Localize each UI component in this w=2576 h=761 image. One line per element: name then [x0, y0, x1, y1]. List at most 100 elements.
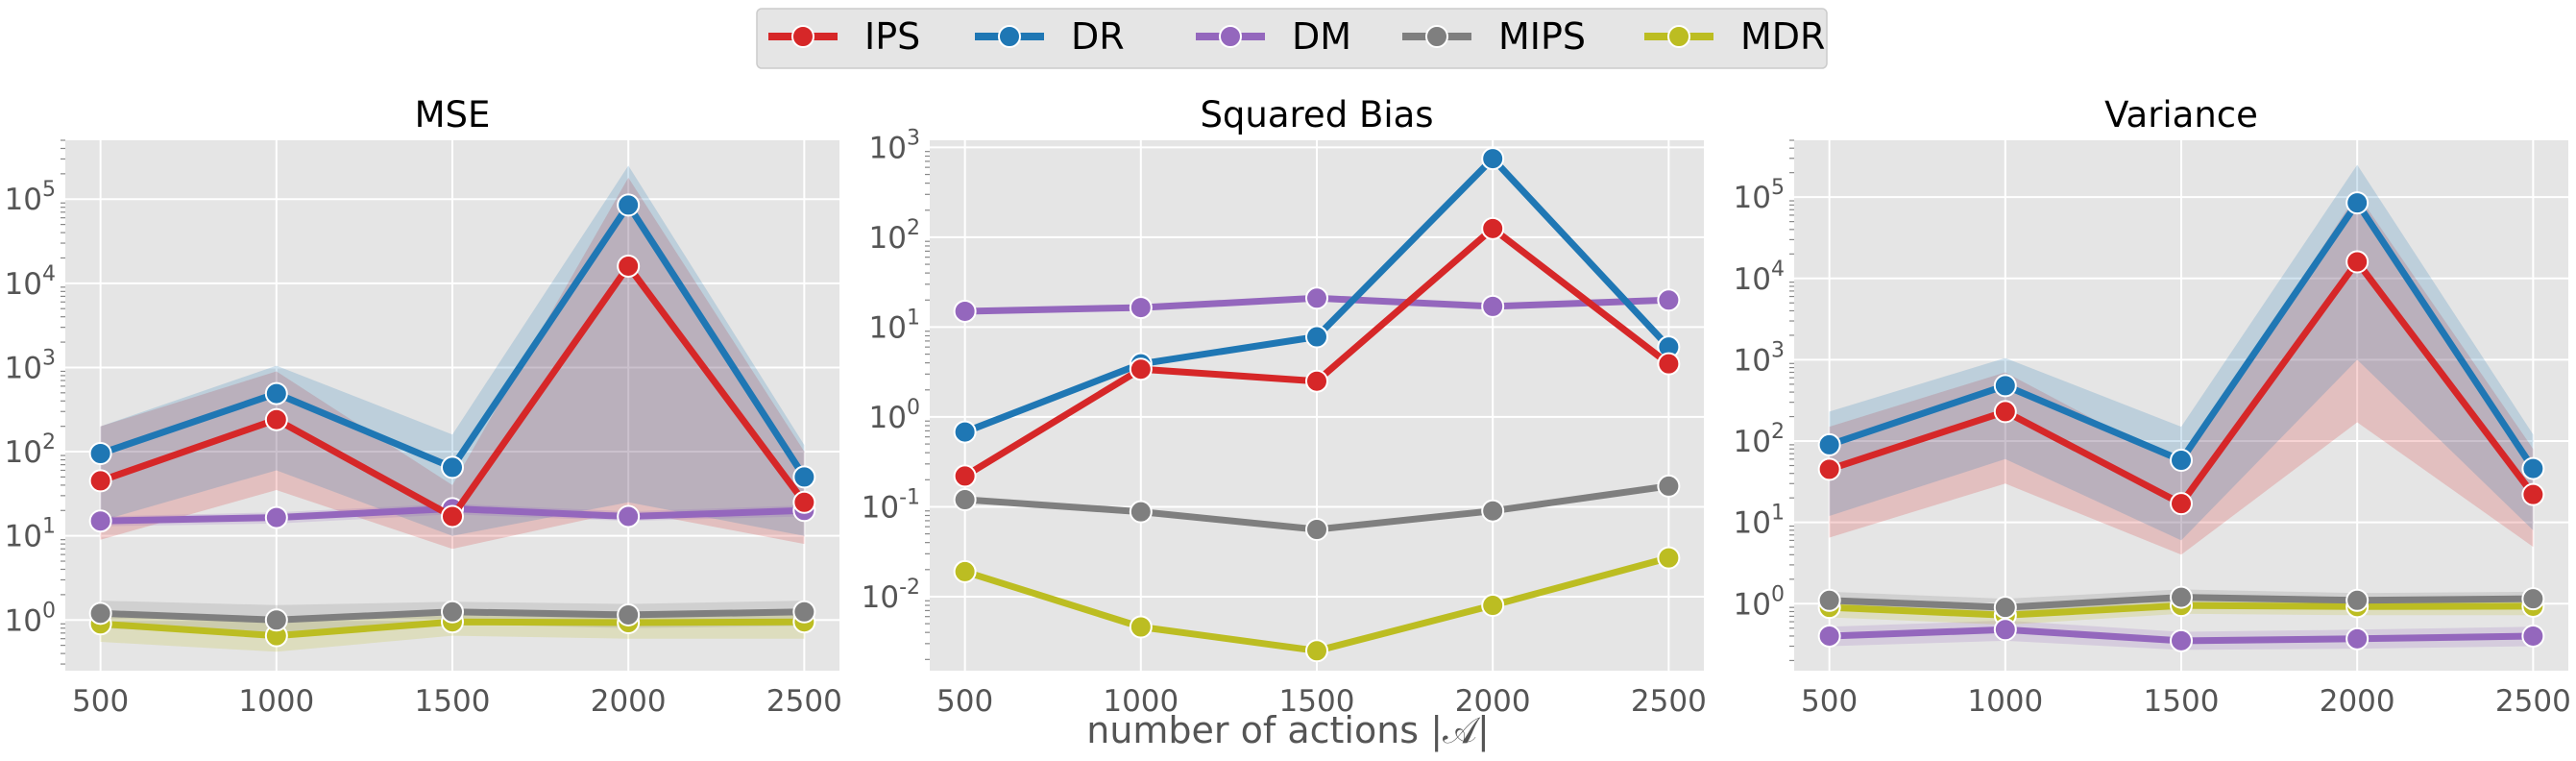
data-point-mips: [1305, 517, 1328, 541]
data-point-dm: [88, 509, 112, 533]
x-tick-label: 500: [72, 684, 129, 719]
x-tick-label: 2000: [591, 684, 667, 719]
data-point-ips: [2345, 250, 2369, 274]
data-point-mdr: [1481, 594, 1505, 618]
y-tick-label: 100: [1734, 582, 1785, 622]
data-point-ips: [1993, 400, 2017, 424]
confidence-band-ips: [1829, 193, 2534, 555]
data-point-mdr: [1129, 615, 1153, 639]
data-point-ips: [88, 469, 112, 493]
data-point-mdr: [1305, 639, 1328, 663]
data-point-dr: [441, 455, 464, 479]
legend-marker-dm: [1219, 25, 1242, 48]
data-point-dm: [1657, 288, 1681, 312]
subplot-squared-bias: Squared Bias 10-2 10-1 100 101 102 103 500 1000 1…: [862, 94, 1707, 719]
data-point-dr: [264, 381, 288, 405]
y-tick-label: 100: [869, 396, 920, 435]
data-point-dr: [88, 441, 112, 465]
data-point-mips: [2345, 588, 2369, 612]
data-point-mips: [1657, 474, 1681, 498]
legend-frame: [756, 8, 1828, 69]
data-point-mips: [441, 600, 464, 624]
data-point-dm: [2345, 626, 2369, 651]
legend-marker-ips: [791, 25, 814, 48]
x-tick-label: 1500: [415, 684, 491, 719]
subplot-variance: Variance 100 101 102 103 104 105 500 1000 1500 200…: [1734, 94, 2571, 719]
data-point-mdr: [1657, 546, 1681, 570]
y-tick-label: 105: [5, 178, 56, 217]
y-tick-label: 10-2: [862, 576, 920, 615]
data-point-dm: [1481, 294, 1505, 318]
data-point-dm: [1129, 296, 1153, 320]
data-point-mips: [1481, 499, 1505, 523]
y-tick-label: 102: [869, 216, 920, 256]
data-point-dr: [1481, 147, 1505, 171]
y-tick-label: 104: [5, 262, 56, 302]
x-tick-label: 1000: [1103, 684, 1179, 719]
data-point-dr: [1993, 374, 2017, 398]
legend-label-dm: DM: [1292, 15, 1351, 58]
y-tick-label: 101: [5, 515, 56, 554]
data-point-ips: [1817, 457, 1841, 481]
data-point-dm: [953, 299, 977, 323]
data-point-ips: [1657, 352, 1681, 376]
y-tick-label: 105: [1734, 176, 1785, 215]
x-tick-label: 500: [936, 684, 993, 719]
legend-label-mips: MIPS: [1498, 15, 1586, 58]
data-point-mips: [792, 600, 816, 624]
data-point-dr: [1817, 432, 1841, 456]
plot-content: [953, 147, 1681, 663]
subplot-title: Variance: [2104, 94, 2258, 135]
data-point-dm: [1305, 286, 1328, 310]
y-tick-label: 102: [1734, 420, 1785, 459]
legend-label-ips: IPS: [864, 15, 920, 58]
plot-content: [88, 165, 816, 652]
legend-label-dr: DR: [1071, 15, 1125, 58]
data-point-dr: [2345, 191, 2369, 215]
data-point-ips: [1305, 369, 1328, 393]
x-tick-label: 500: [1801, 684, 1858, 719]
data-point-ips: [953, 464, 977, 488]
data-point-mips: [88, 601, 112, 626]
x-tick-label: 2500: [766, 684, 842, 719]
subplot-mse: MSE 100 101 102 103 104 105 500 1000 1500 2000 2500: [5, 94, 842, 719]
y-tick-label: 100: [5, 599, 56, 638]
x-tick-label: 1500: [1279, 684, 1355, 719]
data-point-dr: [792, 465, 816, 489]
data-point-dm: [1993, 618, 2017, 642]
data-point-mips: [264, 608, 288, 632]
x-tick-label: 1000: [238, 684, 314, 719]
legend-marker-dr: [998, 25, 1021, 48]
data-point-ips: [2521, 482, 2545, 506]
x-tick-label: 2500: [1631, 684, 1707, 719]
legend-label-mdr: MDR: [1740, 15, 1825, 58]
x-axis-label: number of actions |𝒜|: [1086, 709, 1490, 752]
data-point-dm: [2521, 624, 2545, 648]
data-point-ips: [2170, 492, 2193, 516]
legend: IPS DR DM MIPS MDR: [756, 8, 1828, 69]
legend-marker-mdr: [1667, 25, 1690, 48]
y-tick-label: 103: [869, 126, 920, 165]
plot-content: [1817, 164, 2545, 652]
data-point-mips: [2170, 585, 2193, 609]
y-tick-label: 101: [1734, 502, 1785, 541]
data-point-ips: [1129, 357, 1153, 381]
y-tick-label: 103: [5, 346, 56, 385]
data-point-dm: [2170, 628, 2193, 652]
data-point-dm: [617, 504, 641, 528]
legend-marker-mips: [1425, 25, 1448, 48]
data-point-dr: [953, 420, 977, 444]
data-point-mips: [1993, 596, 2017, 620]
y-tick-label: 102: [5, 430, 56, 470]
data-point-dm: [1817, 624, 1841, 648]
data-point-ips: [792, 490, 816, 514]
x-tick-label: 1000: [1967, 684, 2043, 719]
x-tick-label: 2000: [2320, 684, 2395, 719]
x-tick-label: 1500: [2144, 684, 2220, 719]
data-point-mips: [1129, 500, 1153, 524]
data-point-dr: [2521, 456, 2545, 480]
data-point-mips: [1817, 588, 1841, 612]
y-tick-label: 103: [1734, 338, 1785, 378]
data-point-ips: [441, 504, 464, 528]
y-tick-label: 10-1: [862, 485, 920, 525]
